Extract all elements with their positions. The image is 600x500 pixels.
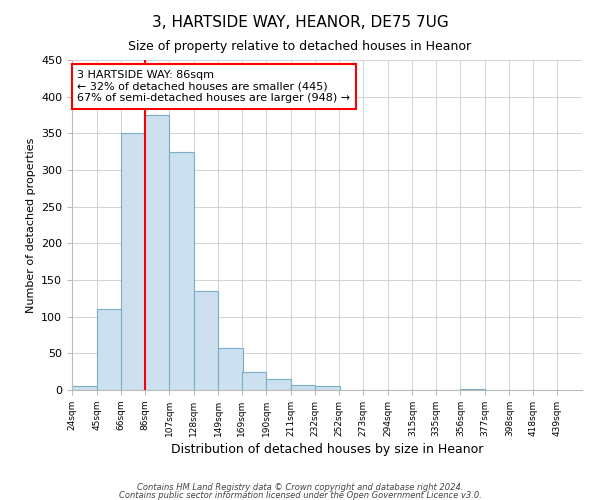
Bar <box>145 115 169 390</box>
Text: 3 HARTSIDE WAY: 86sqm
← 32% of detached houses are smaller (445)
67% of semi-det: 3 HARTSIDE WAY: 86sqm ← 32% of detached … <box>77 70 350 103</box>
Bar <box>266 379 291 390</box>
Bar <box>97 310 121 390</box>
Bar <box>291 385 316 390</box>
Bar <box>121 134 146 390</box>
Text: Size of property relative to detached houses in Heanor: Size of property relative to detached ho… <box>128 40 472 53</box>
X-axis label: Distribution of detached houses by size in Heanor: Distribution of detached houses by size … <box>171 443 483 456</box>
Text: 3, HARTSIDE WAY, HEANOR, DE75 7UG: 3, HARTSIDE WAY, HEANOR, DE75 7UG <box>152 15 448 30</box>
Bar <box>316 386 340 390</box>
Bar <box>194 291 218 390</box>
Bar <box>242 372 266 390</box>
Bar <box>169 152 194 390</box>
Text: Contains HM Land Registry data © Crown copyright and database right 2024.: Contains HM Land Registry data © Crown c… <box>137 483 463 492</box>
Bar <box>218 348 243 390</box>
Y-axis label: Number of detached properties: Number of detached properties <box>26 138 35 312</box>
Bar <box>460 388 485 390</box>
Bar <box>72 386 97 390</box>
Text: Contains public sector information licensed under the Open Government Licence v3: Contains public sector information licen… <box>119 490 481 500</box>
